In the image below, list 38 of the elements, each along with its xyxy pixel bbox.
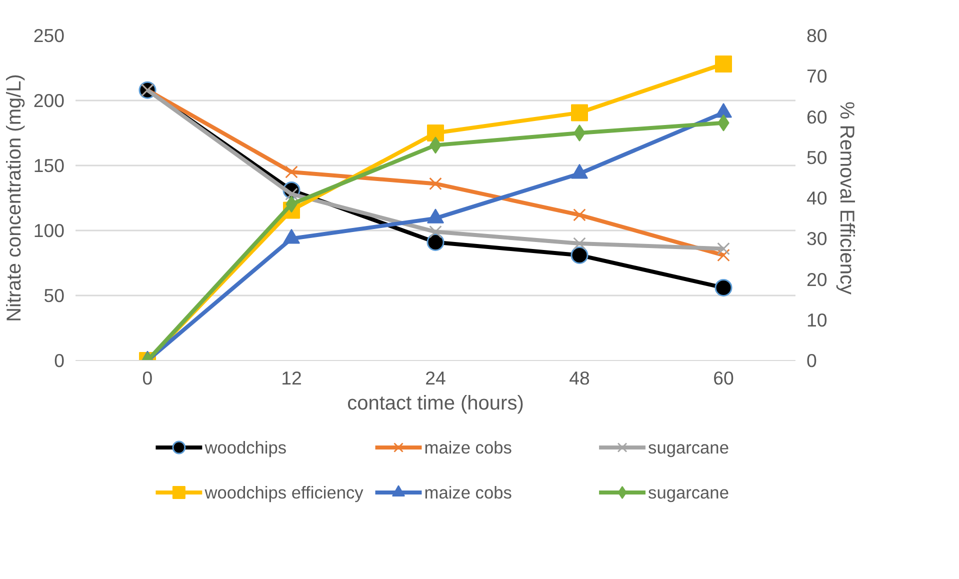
y2-tick-label: 10 bbox=[806, 309, 828, 330]
point bbox=[717, 242, 730, 256]
y2-tick-label: 60 bbox=[806, 106, 828, 128]
point bbox=[714, 278, 732, 296]
point bbox=[429, 225, 442, 238]
x-tick-label: 60 bbox=[713, 368, 734, 388]
point bbox=[573, 208, 586, 222]
y2-tick-label: 0 bbox=[806, 350, 817, 371]
point bbox=[573, 237, 586, 250]
point bbox=[429, 177, 442, 190]
legend-label: woodchips bbox=[204, 438, 287, 458]
y2-axis-title: % Removal Efficiency bbox=[835, 101, 858, 295]
point bbox=[285, 166, 298, 178]
x-tick-label: 24 bbox=[425, 368, 446, 388]
legend-label: sugarcane bbox=[648, 482, 729, 502]
legend-label: maize cobs bbox=[424, 482, 512, 502]
y-tick-label: 250 bbox=[33, 25, 65, 46]
x-tick-label: 12 bbox=[281, 368, 302, 388]
y2-tick-label: 30 bbox=[806, 228, 828, 250]
y2-tick-label: 80 bbox=[806, 25, 828, 46]
legend-label: woodchips efficiency bbox=[204, 482, 364, 502]
point bbox=[426, 233, 444, 251]
point bbox=[570, 246, 588, 264]
y-tick-label: 100 bbox=[33, 220, 65, 241]
y-tick-label: 50 bbox=[44, 285, 65, 306]
y2-tick-label: 20 bbox=[806, 268, 828, 290]
y2-tick-label: 70 bbox=[806, 66, 828, 87]
legend-label: maize cobs bbox=[424, 438, 512, 458]
y2-tick-label: 50 bbox=[806, 146, 828, 168]
y-tick-label: 0 bbox=[54, 350, 65, 371]
x-tick-label: 0 bbox=[142, 368, 153, 388]
y-axis-title: Nitrate concentration (mg/L) bbox=[3, 74, 26, 322]
x-axis-title: contact time (hours) bbox=[347, 392, 524, 414]
y2-tick-label: 40 bbox=[806, 188, 828, 208]
y-tick-label: 200 bbox=[33, 90, 65, 111]
x-tick-label: 48 bbox=[569, 368, 590, 388]
y-tick-label: 150 bbox=[33, 155, 65, 176]
legend-label: sugarcane bbox=[648, 438, 729, 458]
